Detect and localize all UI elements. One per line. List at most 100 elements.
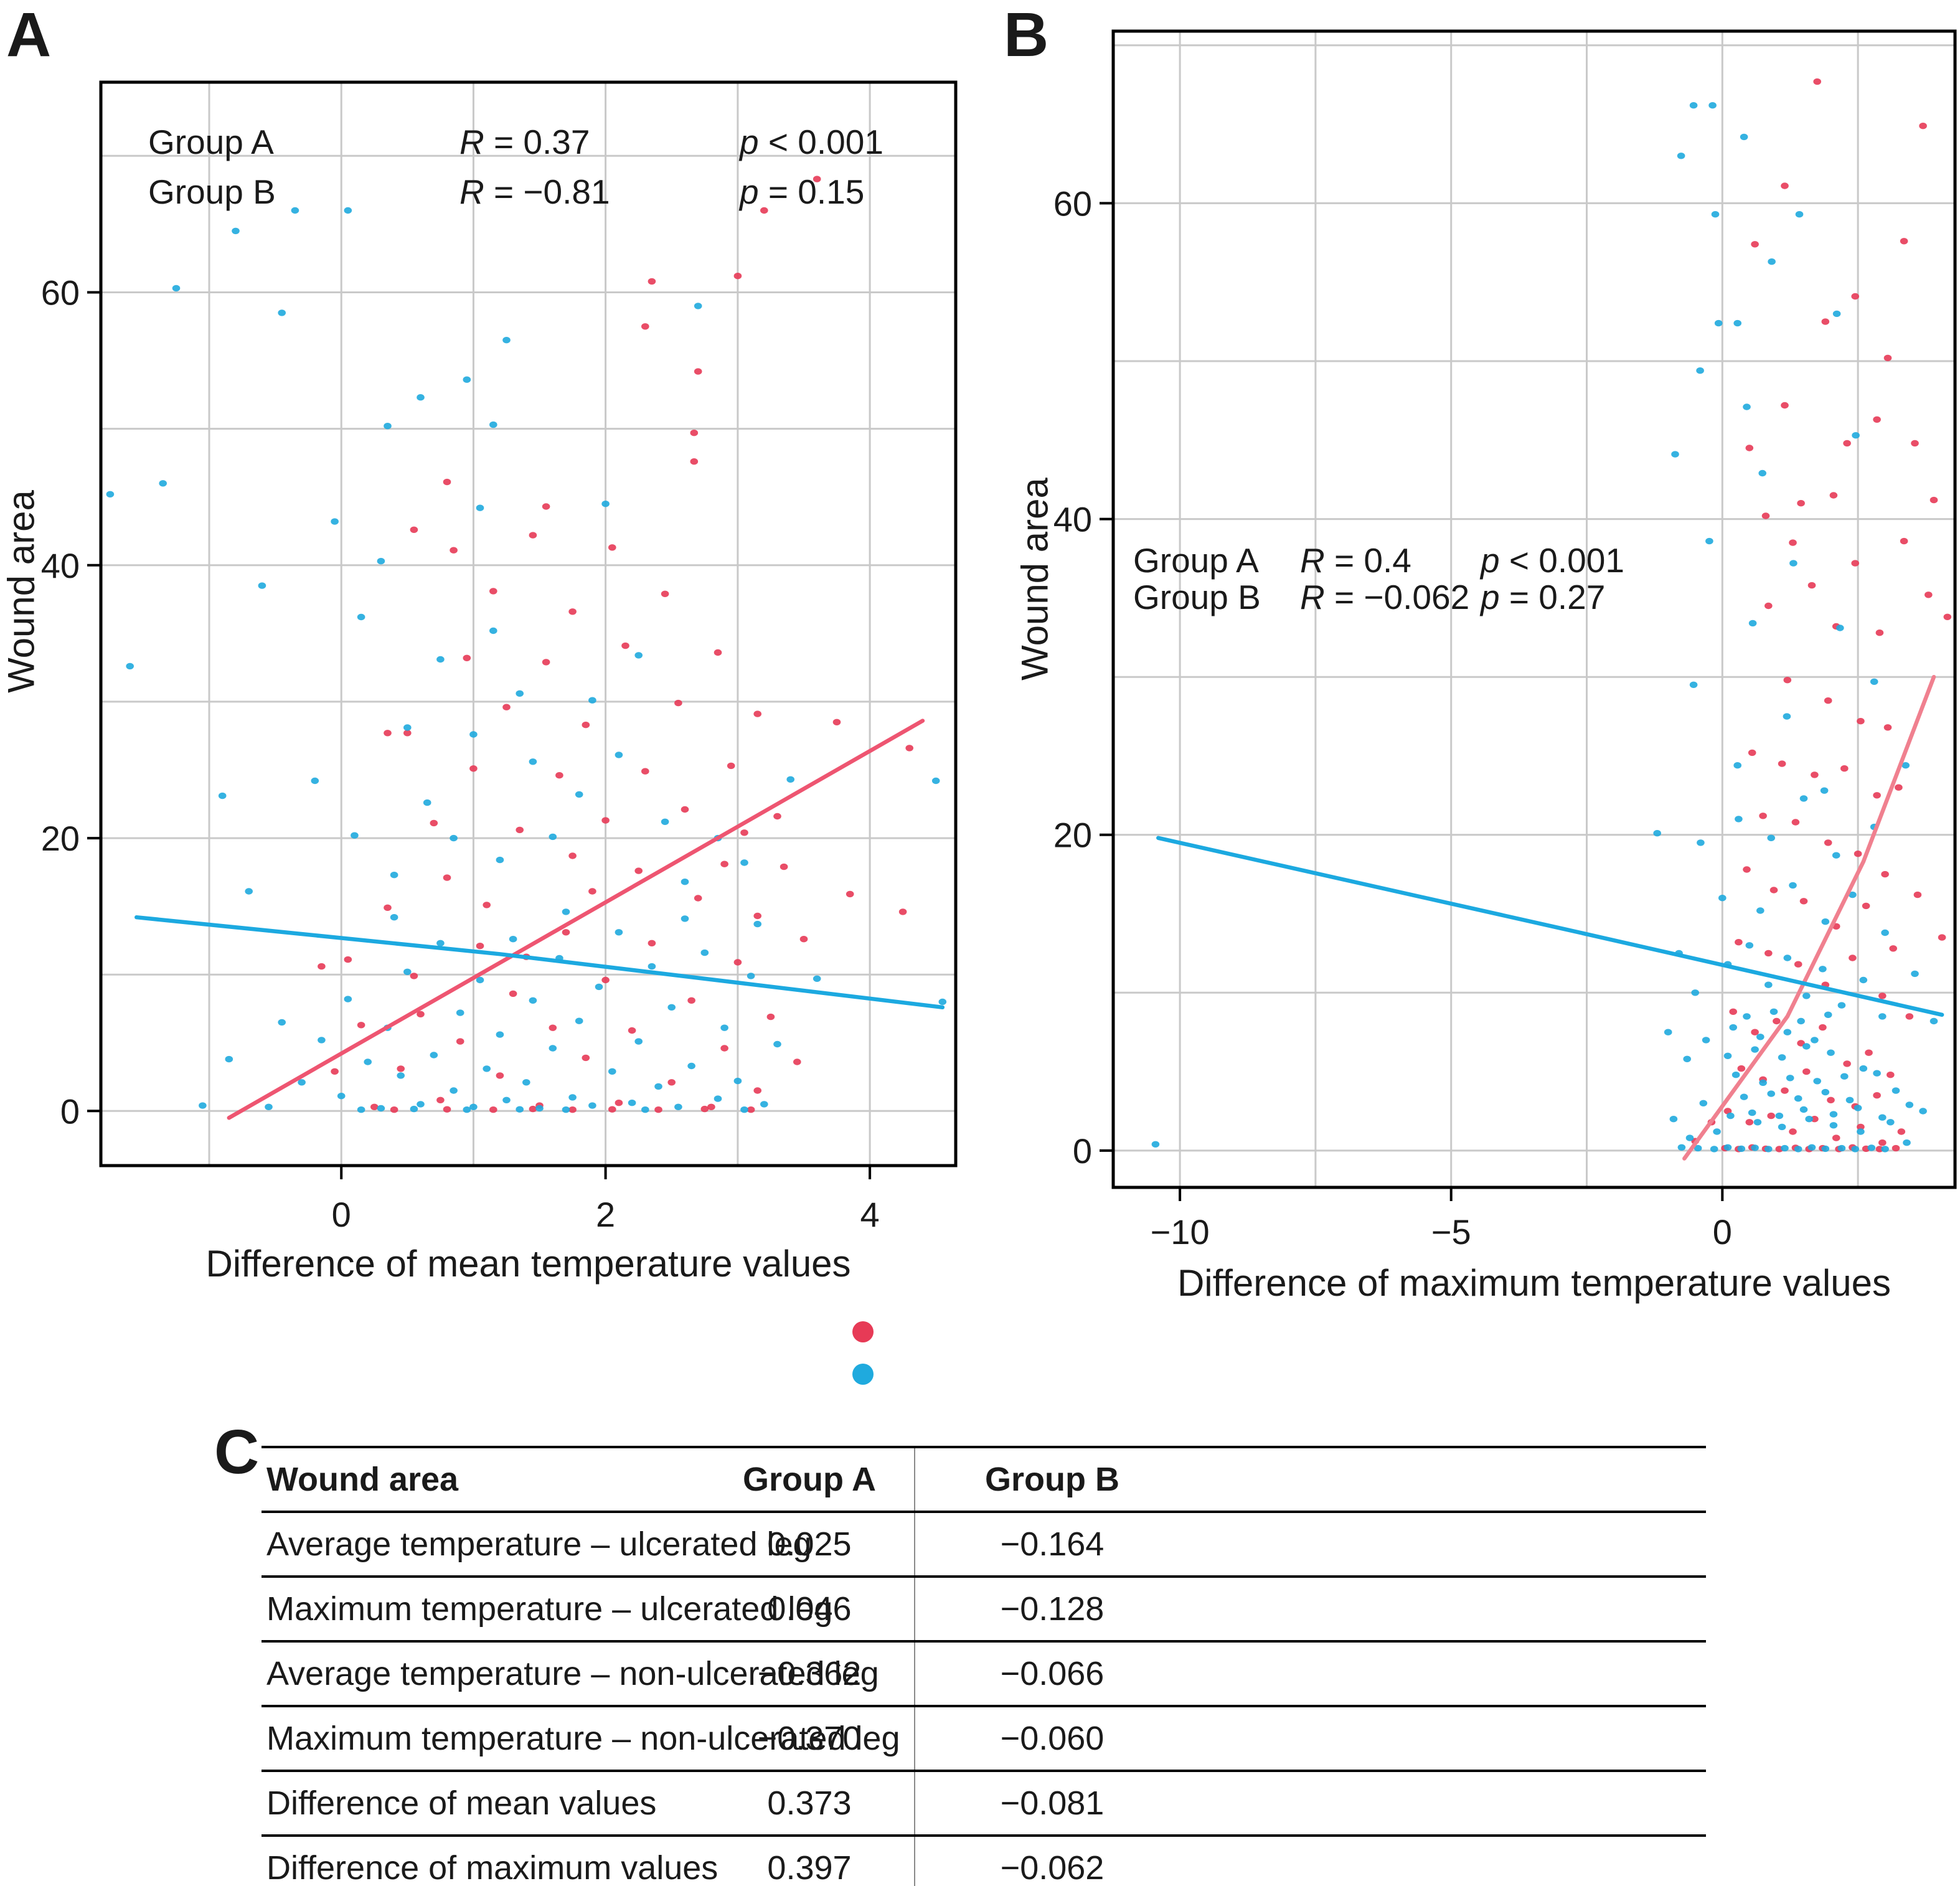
data-point [1729,1024,1737,1031]
data-point [1778,1054,1786,1061]
data-point [628,1100,636,1106]
data-point [674,699,682,707]
data-point [344,956,352,963]
data-point [397,1072,405,1079]
data-point [813,176,821,182]
data-point [740,829,748,836]
data-point [463,376,471,383]
data-point [549,1045,557,1052]
data-point [641,768,649,775]
tick-label: −5 [1431,1212,1471,1252]
data-point [667,1079,676,1086]
data-point [1938,934,1946,941]
data-point [601,976,610,984]
data-point [1827,1096,1835,1104]
data-point [1664,1029,1672,1035]
data-point [1889,945,1897,952]
data-point [1745,445,1754,451]
data-point [568,1106,577,1113]
data-point [456,1038,464,1045]
data-point [766,1013,775,1021]
data-point [483,902,491,908]
data-point [1840,1073,1849,1080]
data-point [1737,1145,1746,1153]
legend-dot-group-a-icon [852,1321,874,1342]
trend-line-group-b [134,915,945,1010]
data-point [1865,1049,1873,1056]
data-point [694,303,702,309]
tick-label: 20 [41,819,80,858]
data-point [496,1031,504,1038]
data-point [621,642,629,649]
data-point [443,1106,451,1113]
table-row: Maximum temperature – non-ulcerated leg −… [261,1705,1706,1770]
data-point [278,1019,286,1026]
data-point [1892,1144,1900,1152]
data-point [1832,1134,1840,1141]
data-point [1775,1112,1784,1120]
table-cell: 0.025 [767,1525,852,1563]
data-point [641,323,649,330]
data-point [1751,1144,1759,1151]
tick-label: 4 [860,1195,880,1234]
data-point [1789,560,1797,567]
data-point [813,975,821,983]
panel-b-annotation-p-group-a: p < 0.001 [1481,541,1624,580]
data-point [549,1024,557,1031]
data-point [1764,981,1773,988]
data-point [1781,402,1789,409]
data-point [582,722,590,728]
table-cell: Difference of maximum values [266,1849,719,1886]
data-point [1881,870,1889,878]
data-point [337,1093,346,1100]
data-point [1767,1090,1775,1097]
data-point [502,337,511,344]
data-point [1781,182,1789,189]
data-point [1851,293,1859,300]
data-point [753,1087,761,1094]
data-point [1761,512,1770,519]
data-point [1699,1100,1708,1107]
data-point [1905,1013,1914,1020]
data-point [1789,539,1797,546]
data-point [1756,907,1764,914]
data-point [225,1055,233,1063]
data-point [1778,760,1786,767]
data-point [1883,724,1892,731]
data-point [733,1077,742,1085]
panel-b-annotation-r-group-a: R = 0.4 [1300,541,1411,580]
data-point [681,806,689,813]
data-point [1783,1029,1792,1035]
panel-a-annotation-r-group-b: R = −0.81 [459,172,610,211]
data-point [720,1045,728,1052]
tick-label: 0 [332,1195,351,1234]
data-point [1743,866,1751,873]
data-point [1795,211,1804,218]
data-point [720,1024,728,1031]
data-point [1685,1134,1694,1141]
legend-dot-group-b-icon [852,1364,874,1385]
data-point [476,943,484,950]
data-point [1859,1065,1868,1072]
data-point [489,588,497,595]
data-point [1786,1075,1794,1082]
data-point [1759,1079,1767,1087]
data-point [403,730,412,737]
data-point [377,558,385,565]
table-cell: 0.046 [767,1590,852,1628]
data-point [1745,1119,1754,1126]
tick-label: 0 [1713,1212,1732,1252]
panel-a-annotation-group-a: Group A [148,123,274,161]
data-point [1718,895,1727,902]
data-point [1733,319,1741,327]
data-point [1895,784,1903,791]
data-point [898,908,907,915]
data-point [1783,677,1792,684]
data-point [344,207,352,214]
data-point [1737,1065,1746,1072]
trend-line-group-a [1682,674,1936,1161]
data-point [1740,1093,1748,1100]
data-point [1764,1146,1773,1153]
data-point [608,1068,616,1075]
tick-label: 60 [1053,184,1092,223]
